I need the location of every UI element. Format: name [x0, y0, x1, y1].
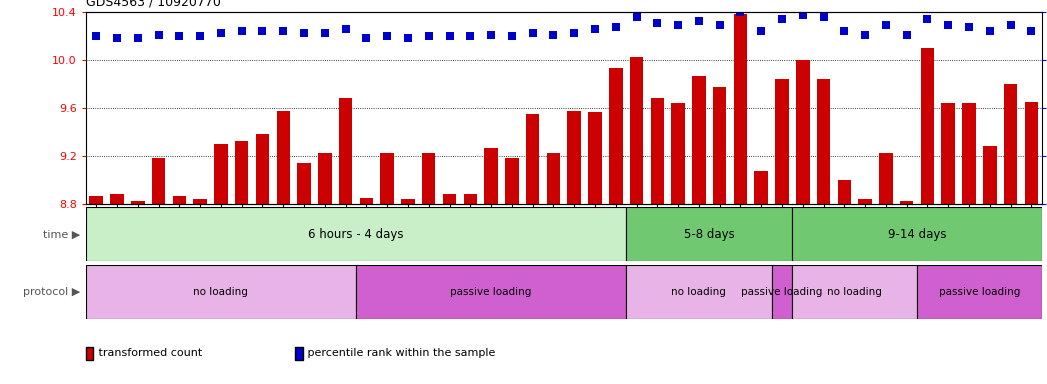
Bar: [793, 207, 1042, 261]
Bar: [356, 265, 626, 319]
Bar: [131, 201, 144, 204]
Bar: [879, 153, 893, 204]
Bar: [588, 112, 602, 204]
Bar: [110, 194, 124, 204]
Bar: [215, 144, 227, 204]
Bar: [626, 265, 772, 319]
Bar: [817, 79, 830, 204]
Bar: [838, 180, 851, 204]
Text: time ▶: time ▶: [43, 229, 81, 239]
Text: no loading: no loading: [671, 287, 727, 297]
Bar: [547, 153, 560, 204]
Bar: [671, 103, 685, 204]
Bar: [983, 146, 997, 204]
Bar: [297, 163, 311, 204]
Text: GDS4563 / 10920770: GDS4563 / 10920770: [86, 0, 221, 9]
Bar: [567, 111, 581, 204]
Text: percentile rank within the sample: percentile rank within the sample: [304, 348, 495, 358]
Bar: [917, 265, 1042, 319]
Bar: [443, 194, 456, 204]
Bar: [401, 199, 415, 204]
Bar: [609, 68, 623, 204]
Bar: [86, 265, 356, 319]
Bar: [173, 196, 186, 204]
Bar: [713, 87, 727, 204]
Bar: [276, 111, 290, 204]
Text: 6 hours - 4 days: 6 hours - 4 days: [308, 228, 404, 241]
Bar: [318, 153, 332, 204]
Bar: [235, 141, 248, 204]
Bar: [775, 79, 788, 204]
Text: protocol ▶: protocol ▶: [23, 287, 81, 297]
Bar: [630, 57, 643, 204]
Bar: [941, 103, 955, 204]
Bar: [339, 98, 353, 204]
Bar: [152, 158, 165, 204]
Bar: [793, 265, 917, 319]
Bar: [1025, 101, 1039, 204]
Bar: [464, 194, 477, 204]
Bar: [900, 201, 913, 204]
Bar: [796, 60, 809, 204]
Bar: [962, 103, 976, 204]
Bar: [505, 158, 518, 204]
Bar: [89, 196, 103, 204]
Bar: [772, 265, 793, 319]
Text: passive loading: passive loading: [450, 287, 532, 297]
Bar: [650, 98, 664, 204]
Bar: [86, 207, 626, 261]
Bar: [526, 114, 539, 204]
Bar: [692, 76, 706, 204]
Text: 9-14 days: 9-14 days: [888, 228, 946, 241]
Bar: [380, 153, 394, 204]
Text: no loading: no loading: [827, 287, 883, 297]
Bar: [194, 199, 207, 204]
Bar: [422, 153, 436, 204]
Bar: [920, 48, 934, 204]
Bar: [755, 171, 768, 204]
Text: passive loading: passive loading: [741, 287, 823, 297]
Bar: [359, 197, 373, 204]
Bar: [255, 134, 269, 204]
Bar: [626, 207, 793, 261]
Text: no loading: no loading: [194, 287, 248, 297]
Text: passive loading: passive loading: [939, 287, 1020, 297]
Bar: [1004, 83, 1018, 204]
Bar: [859, 199, 872, 204]
Bar: [485, 148, 497, 204]
Text: 5-8 days: 5-8 days: [684, 228, 735, 241]
Bar: [734, 14, 748, 204]
Text: transformed count: transformed count: [94, 348, 202, 358]
